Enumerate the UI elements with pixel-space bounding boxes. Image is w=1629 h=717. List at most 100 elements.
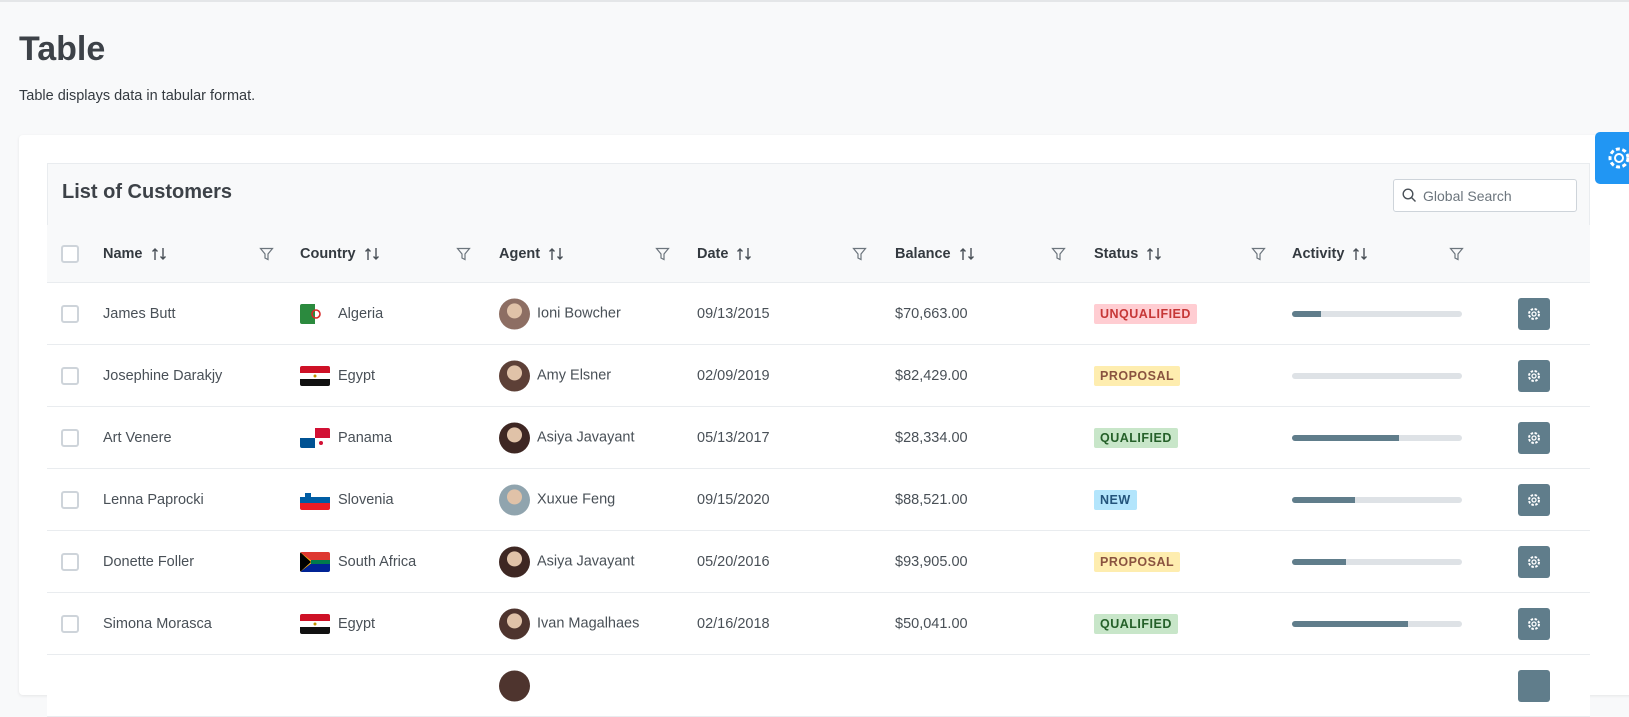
table-row xyxy=(47,655,1590,717)
row-checkbox[interactable] xyxy=(61,552,79,571)
agent-avatar xyxy=(499,546,530,577)
page-subtitle: Table displays data in tabular format. xyxy=(19,88,256,104)
cell-balance: $28,334.00 xyxy=(895,430,968,446)
agent-name: Asiya Javayant xyxy=(537,553,635,570)
row-checkbox[interactable] xyxy=(61,490,79,509)
column-header[interactable]: Country xyxy=(300,246,380,262)
column-header[interactable]: Agent xyxy=(499,246,564,262)
row-action-button[interactable] xyxy=(1518,297,1550,330)
cell-name: Simona Morasca xyxy=(103,616,212,632)
country-name: Egypt xyxy=(338,367,376,384)
row-checkbox[interactable] xyxy=(61,428,79,447)
cell-date: 09/15/2020 xyxy=(697,492,770,508)
filter-button[interactable] xyxy=(852,246,867,261)
column-label: Activity xyxy=(1292,245,1345,262)
filter-button[interactable] xyxy=(1051,246,1066,261)
cell-activity xyxy=(1292,558,1462,565)
agent-name: Amy Elsner xyxy=(537,367,612,384)
balance: $88,521.00 xyxy=(895,491,968,508)
gear-icon xyxy=(1526,616,1542,632)
agent-name: Xuxue Feng xyxy=(537,491,616,508)
date: 02/09/2019 xyxy=(697,367,770,384)
filter-button[interactable] xyxy=(456,246,471,261)
row-action-button[interactable] xyxy=(1518,483,1550,516)
activity-track xyxy=(1292,434,1462,441)
country-name: South Africa xyxy=(338,553,417,570)
agent-avatar xyxy=(499,608,530,639)
agent-avatar xyxy=(499,484,530,515)
gear-icon xyxy=(1526,430,1542,446)
table-row: Simona Morasca Egypt Ivan Magalhaes 02/16/2… xyxy=(47,593,1590,655)
select-all-checkbox[interactable] xyxy=(61,244,79,263)
global-search[interactable]: Global Search xyxy=(1393,179,1577,212)
filter-button[interactable] xyxy=(655,246,670,261)
balance: $70,663.00 xyxy=(895,305,968,322)
filter-icon xyxy=(852,246,867,261)
search-icon xyxy=(1402,188,1416,202)
country-flag xyxy=(300,365,338,386)
column-header[interactable]: Date xyxy=(697,246,752,262)
row-action-button[interactable] xyxy=(1518,545,1550,578)
agent-name: Ioni Bowcher xyxy=(537,305,621,322)
cell-agent: Ioni Bowcher xyxy=(499,298,621,329)
cell-status: QUALIFIED xyxy=(1094,427,1178,448)
cell-date: 02/09/2019 xyxy=(697,368,770,384)
column-label: Agent xyxy=(499,245,541,262)
cell-status: NEW xyxy=(1094,489,1137,510)
filter-button[interactable] xyxy=(259,246,274,261)
table-row: Lenna Paprocki Slovenia Xuxue Feng 09/15/20… xyxy=(47,469,1590,531)
country-flag xyxy=(300,427,338,448)
country-name: Algeria xyxy=(338,305,384,322)
status-badge: PROPOSAL xyxy=(1094,551,1181,572)
cell-balance: $50,041.00 xyxy=(895,616,968,632)
customer-name: Art Venere xyxy=(103,429,172,446)
table-row: Josephine Darakjy Egypt Amy Elsner 02/09/20… xyxy=(47,345,1590,407)
balance: $50,041.00 xyxy=(895,615,968,632)
activity-bar xyxy=(1292,558,1347,565)
cell-agent: Asiya Javayant xyxy=(499,422,635,453)
filter-button[interactable] xyxy=(1251,246,1266,261)
sort-icon xyxy=(1344,246,1368,262)
row-action-button[interactable] xyxy=(1518,421,1550,454)
column-header[interactable]: Name xyxy=(103,246,167,262)
column-header[interactable]: Status xyxy=(1094,246,1162,262)
table-row: Art Venere Panama Asiya Javayant 05/13/2017… xyxy=(47,407,1590,469)
activity-track xyxy=(1292,620,1462,627)
config-button[interactable] xyxy=(1595,132,1629,184)
country-flag xyxy=(300,613,338,634)
table: List of Customers Global Search Name Coun… xyxy=(47,163,1590,717)
country-flag xyxy=(300,551,338,572)
row-checkbox[interactable] xyxy=(61,614,79,633)
filter-icon xyxy=(655,246,670,261)
row-action-button[interactable] xyxy=(1518,359,1550,392)
cell-agent: Ivan Magalhaes xyxy=(499,608,639,639)
sort-icon xyxy=(951,246,975,262)
row-action-button[interactable] xyxy=(1518,669,1550,702)
row-checkbox[interactable] xyxy=(61,304,79,323)
status-badge: PROPOSAL xyxy=(1094,365,1181,386)
row-action-button[interactable] xyxy=(1518,607,1550,640)
table-caption: List of Customers Global Search xyxy=(47,163,1590,226)
country-name: Panama xyxy=(338,429,393,446)
cell-agent: Asiya Javayant xyxy=(499,546,635,577)
agent-avatar xyxy=(499,298,530,329)
page-title: Table xyxy=(19,30,106,68)
date: 02/16/2018 xyxy=(697,615,770,632)
agent-avatar xyxy=(499,422,530,453)
column-header[interactable]: Balance xyxy=(895,246,975,262)
sort-icon xyxy=(356,246,380,262)
filter-icon xyxy=(1051,246,1066,261)
activity-track xyxy=(1292,372,1462,379)
customer-name: James Butt xyxy=(103,305,176,322)
row-checkbox[interactable] xyxy=(61,366,79,385)
header-row: Name Country Agent Date Balance Status Activit… xyxy=(47,225,1590,283)
gear-icon xyxy=(1608,147,1629,169)
activity-track xyxy=(1292,496,1462,503)
cell-name: Art Venere xyxy=(103,430,172,446)
column-header[interactable]: Activity xyxy=(1292,246,1368,262)
agent-name: Ivan Magalhaes xyxy=(537,615,640,632)
table-row: James Butt Algeria Ioni Bowcher 09/13/2015 $… xyxy=(47,283,1590,345)
gear-icon xyxy=(1526,554,1542,570)
filter-button[interactable] xyxy=(1449,246,1464,261)
